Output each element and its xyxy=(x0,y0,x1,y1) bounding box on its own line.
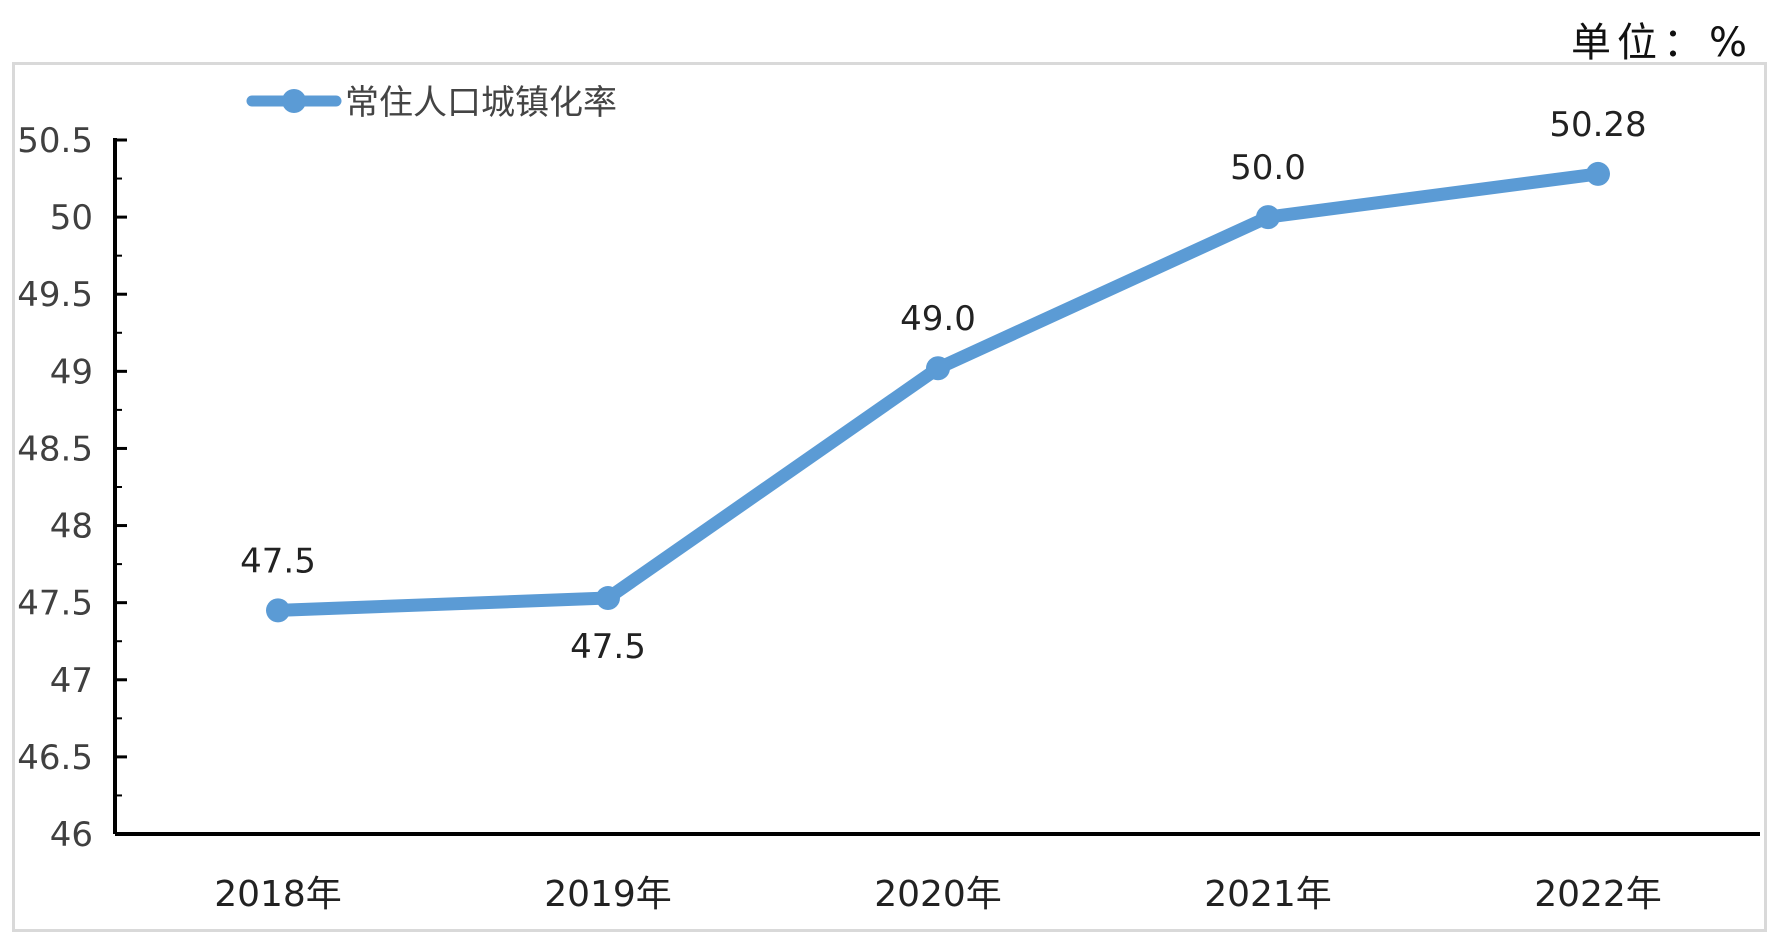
legend-point-marker xyxy=(282,89,306,113)
x-tick-label: 2018年 xyxy=(214,874,342,915)
data-label: 50.0 xyxy=(1230,148,1306,188)
data-point xyxy=(596,586,620,611)
data-label: 47.5 xyxy=(570,627,646,667)
y-tick-label: 46.5 xyxy=(17,738,93,778)
unit-label: 单位：% xyxy=(1570,20,1753,66)
legend: 常住人口城镇化率 xyxy=(246,83,617,123)
x-tick-label: 2019年 xyxy=(544,874,672,915)
data-point xyxy=(1256,205,1280,230)
chart-axes: 46 46.5 47 47.5 48 48.5 49 49.5 50 50.5 2018年 2019年… xyxy=(17,121,1760,915)
x-tick-label: 2021年 xyxy=(1204,874,1332,915)
y-tick-label: 49.5 xyxy=(17,275,93,315)
data-label: 50.28 xyxy=(1549,105,1646,145)
y-tick-label: 48.5 xyxy=(17,429,93,469)
y-tick-label: 48 xyxy=(50,507,93,547)
data-point xyxy=(1586,161,1610,186)
data-label: 47.5 xyxy=(240,541,316,581)
y-tick-label: 50 xyxy=(50,198,93,238)
series-line xyxy=(271,167,1605,617)
x-tick-label: 2022年 xyxy=(1534,874,1662,915)
x-tick-label: 2020年 xyxy=(874,874,1002,915)
y-tick-label: 47.5 xyxy=(17,584,93,624)
legend-label: 常住人口城镇化率 xyxy=(345,83,617,123)
y-tick-label: 49 xyxy=(50,352,93,392)
y-tick-label: 50.5 xyxy=(17,121,93,161)
y-tick-label: 47 xyxy=(50,661,93,701)
data-label: 49.0 xyxy=(900,299,976,339)
chart-frame xyxy=(12,62,1767,932)
labels-layer: 47.5 47.5 49.0 50.0 50.28 xyxy=(240,105,1647,667)
data-point xyxy=(266,598,290,623)
data-point xyxy=(926,356,950,381)
y-tick-label: 46 xyxy=(50,815,93,855)
series-layer xyxy=(266,161,1610,623)
